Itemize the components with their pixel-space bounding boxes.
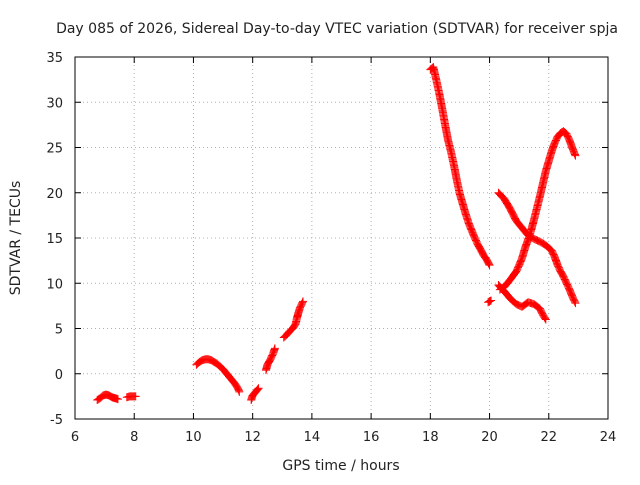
data-point — [253, 385, 262, 394]
axis-ticks — [74, 56, 609, 420]
data-point — [254, 384, 263, 393]
x-tick-label: 14 — [304, 430, 321, 445]
data-point — [570, 297, 579, 306]
series-arc-noon — [247, 384, 263, 404]
y-tick-label: 30 — [46, 96, 63, 111]
data-point — [485, 261, 494, 270]
data-point — [485, 297, 494, 306]
y-tick-label: 0 — [55, 368, 63, 383]
x-tick-label: 18 — [422, 430, 439, 445]
y-tick-label: 35 — [46, 51, 63, 66]
x-tick-labels: 6 8 10 12 14 16 18 20 22 24 — [71, 430, 616, 445]
series-arc-evening-5 — [494, 281, 550, 324]
data-point — [484, 260, 493, 269]
y-axis-title: SDTVAR / TECUs — [8, 181, 24, 296]
x-tick-label: 16 — [363, 430, 380, 445]
data-point — [571, 299, 580, 308]
y-tick-label: -5 — [50, 413, 63, 428]
data-point — [487, 296, 496, 305]
x-tick-label: 20 — [481, 430, 498, 445]
data-point — [510, 269, 519, 278]
data-point — [571, 151, 580, 160]
y-tick-labels: -5 0 5 10 15 20 25 30 35 — [46, 51, 63, 428]
series-arc-morning — [93, 390, 122, 404]
x-tick-label: 24 — [600, 430, 617, 445]
series-arc-early-afternoon — [261, 344, 279, 375]
x-tick-label: 10 — [185, 430, 202, 445]
x-tick-label: 6 — [71, 430, 79, 445]
series-arc-afternoon — [279, 297, 308, 342]
data-point — [270, 344, 279, 353]
x-tick-label: 12 — [244, 430, 261, 445]
data-point — [541, 315, 550, 324]
grid-lines — [75, 57, 608, 419]
data-point — [253, 386, 262, 395]
series-arc-evening-2 — [484, 296, 496, 307]
data-point — [486, 297, 495, 306]
y-tick-label: 15 — [46, 232, 63, 247]
series-arc-evening-1 — [426, 62, 494, 270]
data-points — [93, 62, 580, 404]
series-arc-late-morning — [192, 355, 244, 396]
x-tick-label: 22 — [541, 430, 558, 445]
series-arc-morning-2 — [122, 392, 140, 402]
data-point — [541, 314, 550, 323]
data-point — [113, 395, 122, 404]
data-point — [298, 298, 307, 307]
y-tick-label: 10 — [46, 277, 63, 292]
y-tick-label: 5 — [55, 323, 63, 338]
data-point — [299, 297, 308, 306]
x-axis-title: GPS time / hours — [282, 458, 399, 474]
x-tick-label: 8 — [130, 430, 138, 445]
series-arc-evening-4 — [495, 127, 580, 294]
data-point — [235, 387, 244, 396]
y-tick-label: 20 — [46, 187, 63, 202]
data-point — [131, 392, 140, 401]
y-tick-label: 25 — [46, 142, 63, 157]
chart-title: Day 085 of 2026, Sidereal Day-to-day VTE… — [56, 21, 618, 37]
